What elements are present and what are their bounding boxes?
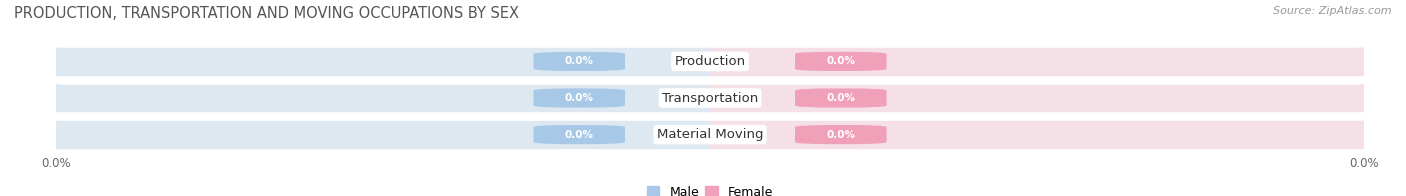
FancyBboxPatch shape [794, 52, 887, 71]
Bar [710, 85, 1364, 111]
Bar [56, 48, 710, 75]
Bar [710, 48, 1364, 75]
Bar [56, 85, 710, 111]
Ellipse shape [1347, 48, 1381, 75]
Text: PRODUCTION, TRANSPORTATION AND MOVING OCCUPATIONS BY SEX: PRODUCTION, TRANSPORTATION AND MOVING OC… [14, 6, 519, 21]
Ellipse shape [1347, 85, 1381, 111]
Text: Source: ZipAtlas.com: Source: ZipAtlas.com [1274, 6, 1392, 16]
FancyBboxPatch shape [794, 88, 887, 108]
Text: 0.0%: 0.0% [565, 93, 593, 103]
Text: Material Moving: Material Moving [657, 128, 763, 141]
Text: Production: Production [675, 55, 745, 68]
FancyBboxPatch shape [533, 88, 626, 108]
Ellipse shape [39, 85, 73, 111]
Text: 0.0%: 0.0% [565, 56, 593, 66]
Legend: Male, Female: Male, Female [643, 181, 778, 196]
Ellipse shape [39, 48, 73, 75]
Text: 0.0%: 0.0% [827, 93, 855, 103]
Text: 0.0%: 0.0% [827, 130, 855, 140]
Text: Transportation: Transportation [662, 92, 758, 104]
Bar [56, 121, 710, 148]
Ellipse shape [1347, 121, 1381, 148]
FancyBboxPatch shape [794, 125, 887, 144]
Ellipse shape [39, 121, 73, 148]
Text: 0.0%: 0.0% [827, 56, 855, 66]
FancyBboxPatch shape [533, 52, 626, 71]
FancyBboxPatch shape [533, 125, 626, 144]
Text: 0.0%: 0.0% [565, 130, 593, 140]
Bar [710, 121, 1364, 148]
